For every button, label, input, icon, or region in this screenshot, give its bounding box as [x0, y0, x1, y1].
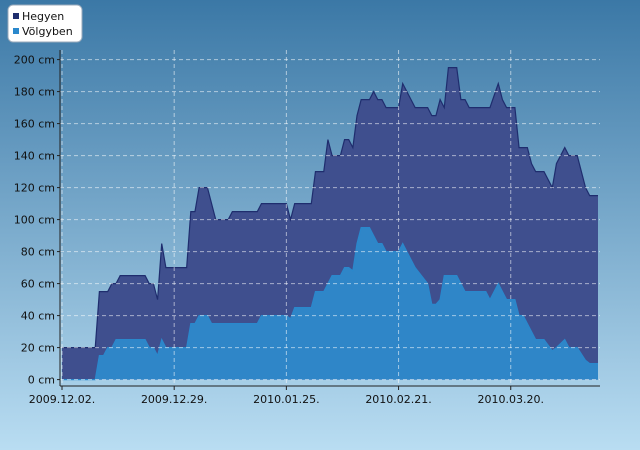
area [62, 227, 598, 380]
y-tick-label: 80 cm [21, 246, 55, 259]
x-tick-label: 2009.12.29. [141, 393, 207, 406]
y-tick-label: 160 cm [14, 118, 55, 131]
y-tick-label: 120 cm [14, 182, 55, 195]
y-tick-label: 200 cm [14, 54, 55, 67]
legend-box [7, 4, 83, 43]
y-tick-label: 60 cm [21, 278, 55, 291]
y-tick-label: 100 cm [14, 214, 55, 227]
area-line [62, 67, 598, 349]
legend-label: Völgyben [22, 25, 73, 38]
y-tick-label: 0 cm [28, 374, 55, 387]
legend-swatch [13, 13, 19, 19]
y-tick-label: 180 cm [14, 86, 55, 99]
y-tick-label: 140 cm [14, 150, 55, 163]
x-tick-label: 2009.12.02. [29, 393, 95, 406]
y-tick-label: 20 cm [21, 342, 55, 355]
x-tick-label: 2010.03.20. [478, 393, 544, 406]
y-tick-label: 40 cm [21, 310, 55, 323]
legend-label: Hegyen [22, 10, 64, 23]
x-tick-label: 2010.02.21. [365, 393, 431, 406]
legend-swatch [13, 28, 19, 34]
x-tick-label: 2010.01.25. [253, 393, 319, 406]
